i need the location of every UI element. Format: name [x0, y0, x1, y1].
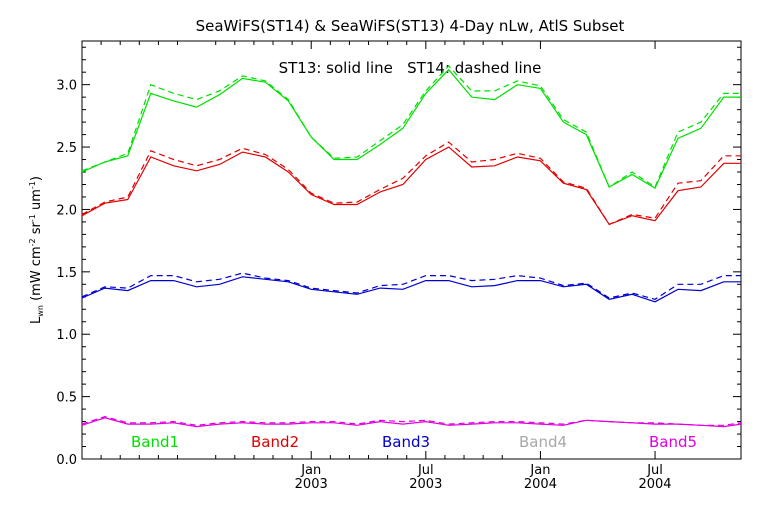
x-tick-label-year: 2004 [638, 477, 671, 492]
legend-band4: Band4 [519, 433, 567, 451]
y-tick-label: 0.0 [56, 453, 77, 468]
y-tick-label: 2.0 [56, 203, 77, 218]
legend-band1: Band1 [131, 433, 179, 451]
y-axis-label-units: (mW cm [29, 246, 44, 301]
y-axis-label: Lwn (mW cm-2 sr-1 um-1) [28, 176, 45, 324]
band5-dashed-line [81, 415, 742, 426]
y-axis-label-exp3: -1 [28, 181, 37, 189]
x-tick-label-month: Jul [417, 463, 434, 478]
line-style-annotation: ST13: solid line ST14: dashed line [279, 59, 542, 77]
y-axis-label-subscript: wn [36, 305, 45, 317]
y-axis-label-sr: sr [29, 221, 44, 238]
plot-area-frame [81, 40, 742, 460]
y-tick-label: 0.5 [56, 391, 77, 406]
y-axis: 0.0 0.5 1.0 1.5 2.0 2.5 3.0 [56, 46, 741, 468]
band2-dashed-line [81, 141, 741, 226]
band1-dashed-line [81, 65, 741, 188]
y-tick-label: 2.5 [56, 141, 77, 156]
y-tick-label: 1.0 [56, 328, 77, 343]
band-legend: Band1 Band2 Band3 Band4 Band5 [131, 433, 697, 451]
band3-dashed-line [81, 272, 741, 300]
y-tick-label: 3.0 [56, 79, 77, 94]
x-tick-label-month: Jul [646, 463, 663, 478]
chart-title: SeaWiFS(ST14) & SeaWiFS(ST13) 4-Day nLw,… [196, 17, 625, 35]
legend-band2: Band2 [251, 433, 299, 451]
y-axis-label-exp2: -1 [28, 214, 37, 222]
series-lines [81, 65, 742, 428]
band3-solid-line [81, 276, 741, 303]
legend-band3: Band3 [382, 433, 430, 451]
x-tick-label-year: 2003 [295, 477, 328, 492]
y-axis-label-main: L [29, 316, 44, 324]
legend-band5: Band5 [649, 433, 697, 451]
y-tick-label: 1.5 [56, 266, 77, 281]
y-axis-label-exp1: -2 [28, 238, 37, 246]
x-tick-label-year: 2003 [409, 477, 442, 492]
x-tick-label-year: 2004 [524, 477, 557, 492]
svg-text:Lwn (mW cm-2 sr-1 um-1): Lwn (mW cm-2 sr-1 um-1) [28, 176, 45, 324]
x-tick-label-month: Jan [529, 463, 550, 478]
x-tick-label-month: Jan [300, 463, 321, 478]
band2-solid-line [81, 146, 741, 226]
band5-solid-line [81, 417, 742, 428]
y-axis-label-close: ) [29, 176, 44, 181]
band1-solid-line [81, 68, 741, 190]
y-axis-label-um: um [29, 189, 44, 214]
